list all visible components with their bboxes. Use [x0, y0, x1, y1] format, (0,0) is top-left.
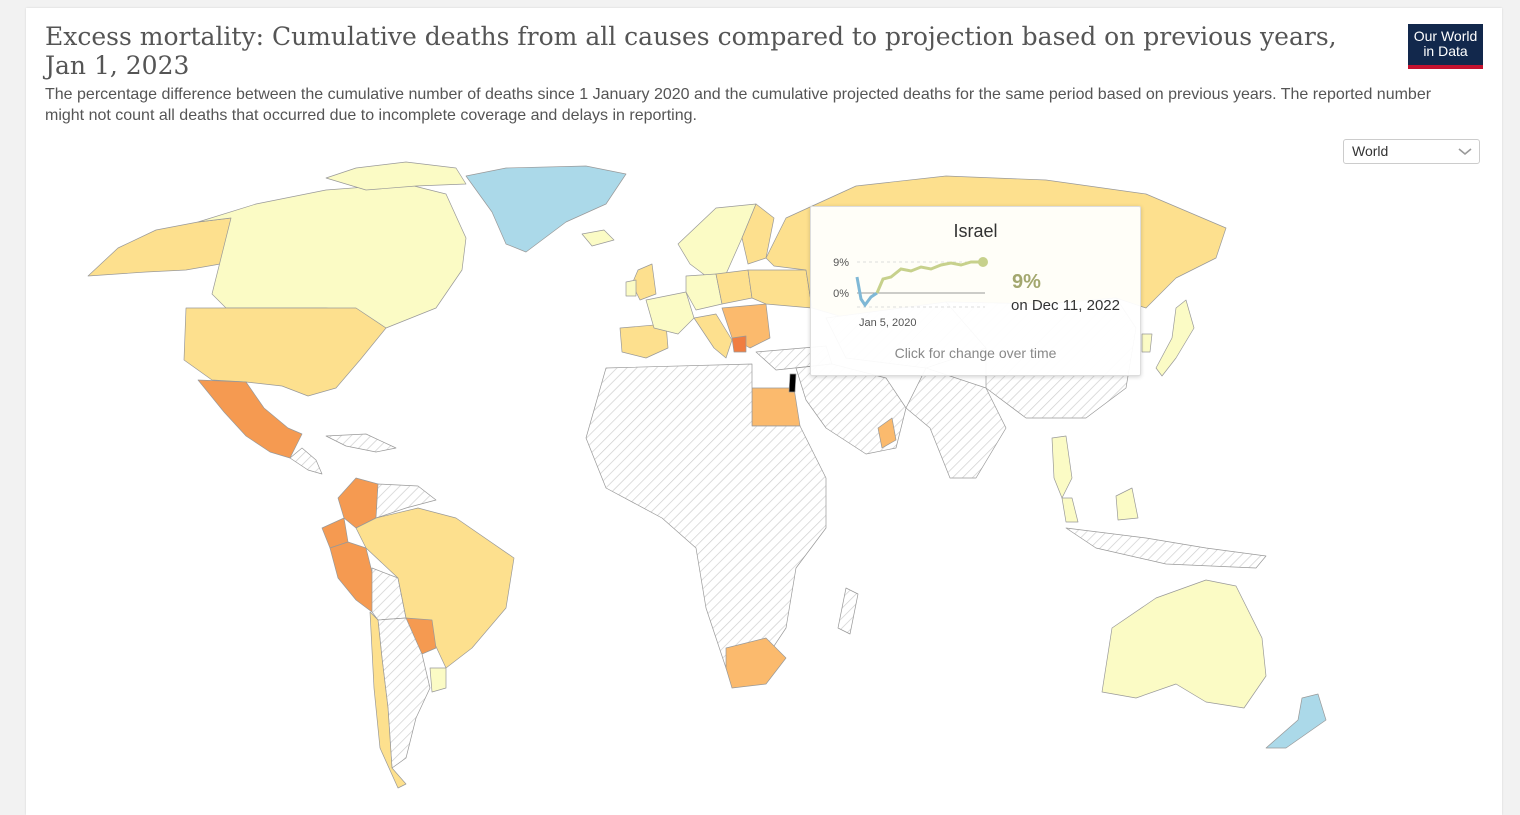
country-venezuela[interactable]: [375, 483, 437, 519]
country-peru[interactable]: [329, 541, 377, 613]
tooltip-value: 9%: [1012, 271, 1041, 293]
country-south-africa[interactable]: [725, 637, 787, 689]
world-map[interactable]: [26, 8, 1502, 815]
chart-subtitle: The percentage difference between the cu…: [45, 86, 1432, 124]
country-ireland[interactable]: [625, 279, 637, 297]
country-philippines[interactable]: [1115, 487, 1139, 521]
chart-title: Excess mortality: Cumulative deaths from…: [45, 22, 1337, 80]
country-chile[interactable]: [369, 611, 407, 789]
country-oman[interactable]: [877, 417, 897, 449]
sparkline-xtick-start: Jan 5, 2020: [859, 317, 917, 329]
country-uruguay[interactable]: [429, 667, 447, 693]
country-egypt[interactable]: [751, 387, 801, 427]
sparkline-negative-segment: [855, 276, 878, 308]
country-iceland[interactable]: [581, 229, 615, 247]
country-south-korea[interactable]: [1141, 333, 1153, 353]
country-poland[interactable]: [715, 269, 753, 305]
region-select-value: World: [1352, 143, 1389, 159]
country-greenland[interactable]: [465, 165, 627, 253]
country-madagascar[interactable]: [837, 587, 859, 635]
sparkline-ytick-zero: 0%: [833, 288, 849, 300]
country-australia[interactable]: [1101, 579, 1267, 709]
logo-line-1: Our World: [1413, 28, 1478, 44]
sparkline-positive-segment: [875, 260, 983, 294]
country-tooltip[interactable]: Israel 9% 0% Jan 5, 2020 9% on Dec 11, 2…: [810, 206, 1141, 376]
country-north-macedonia[interactable]: [731, 335, 747, 353]
country-scandinavia[interactable]: [677, 203, 757, 277]
region-select[interactable]: World: [1343, 139, 1480, 164]
chevron-down-icon: [1458, 148, 1472, 156]
country-france[interactable]: [645, 291, 695, 335]
logo-line-2: in Data: [1423, 43, 1468, 59]
country-germany[interactable]: [685, 273, 723, 311]
owid-logo[interactable]: Our World in Data: [1408, 24, 1483, 69]
canada-islands[interactable]: [325, 161, 467, 191]
sparkline-ytick-top: 9%: [833, 257, 849, 269]
africa[interactable]: [585, 363, 827, 669]
country-malaysia[interactable]: [1061, 497, 1079, 523]
country-italy[interactable]: [693, 313, 733, 359]
country-ukraine[interactable]: [747, 269, 813, 309]
sparkline-endpoint: [978, 257, 988, 267]
tooltip-sparkline: 9% 0% Jan 5, 2020: [833, 257, 988, 329]
country-alaska[interactable]: [87, 217, 232, 277]
country-canada[interactable]: [197, 183, 467, 329]
caribbean[interactable]: [325, 433, 397, 453]
country-new-zealand[interactable]: [1265, 693, 1327, 749]
country-mexico[interactable]: [197, 379, 303, 459]
country-israel[interactable]: [788, 373, 797, 393]
country-balkans[interactable]: [721, 303, 771, 349]
country-thailand[interactable]: [1051, 435, 1073, 499]
tooltip-country-name: Israel: [953, 221, 998, 241]
country-finland[interactable]: [741, 203, 775, 265]
country-india[interactable]: [905, 367, 1007, 479]
tooltip-date: on Dec 11, 2022: [1011, 297, 1120, 314]
central-america[interactable]: [289, 447, 323, 475]
tooltip-hint: Click for change over time: [894, 345, 1057, 361]
country-indonesia[interactable]: [1065, 527, 1267, 569]
chart-card: Excess mortality: Cumulative deaths from…: [26, 8, 1502, 815]
country-japan[interactable]: [1155, 299, 1195, 377]
country-united-states[interactable]: [183, 307, 387, 397]
